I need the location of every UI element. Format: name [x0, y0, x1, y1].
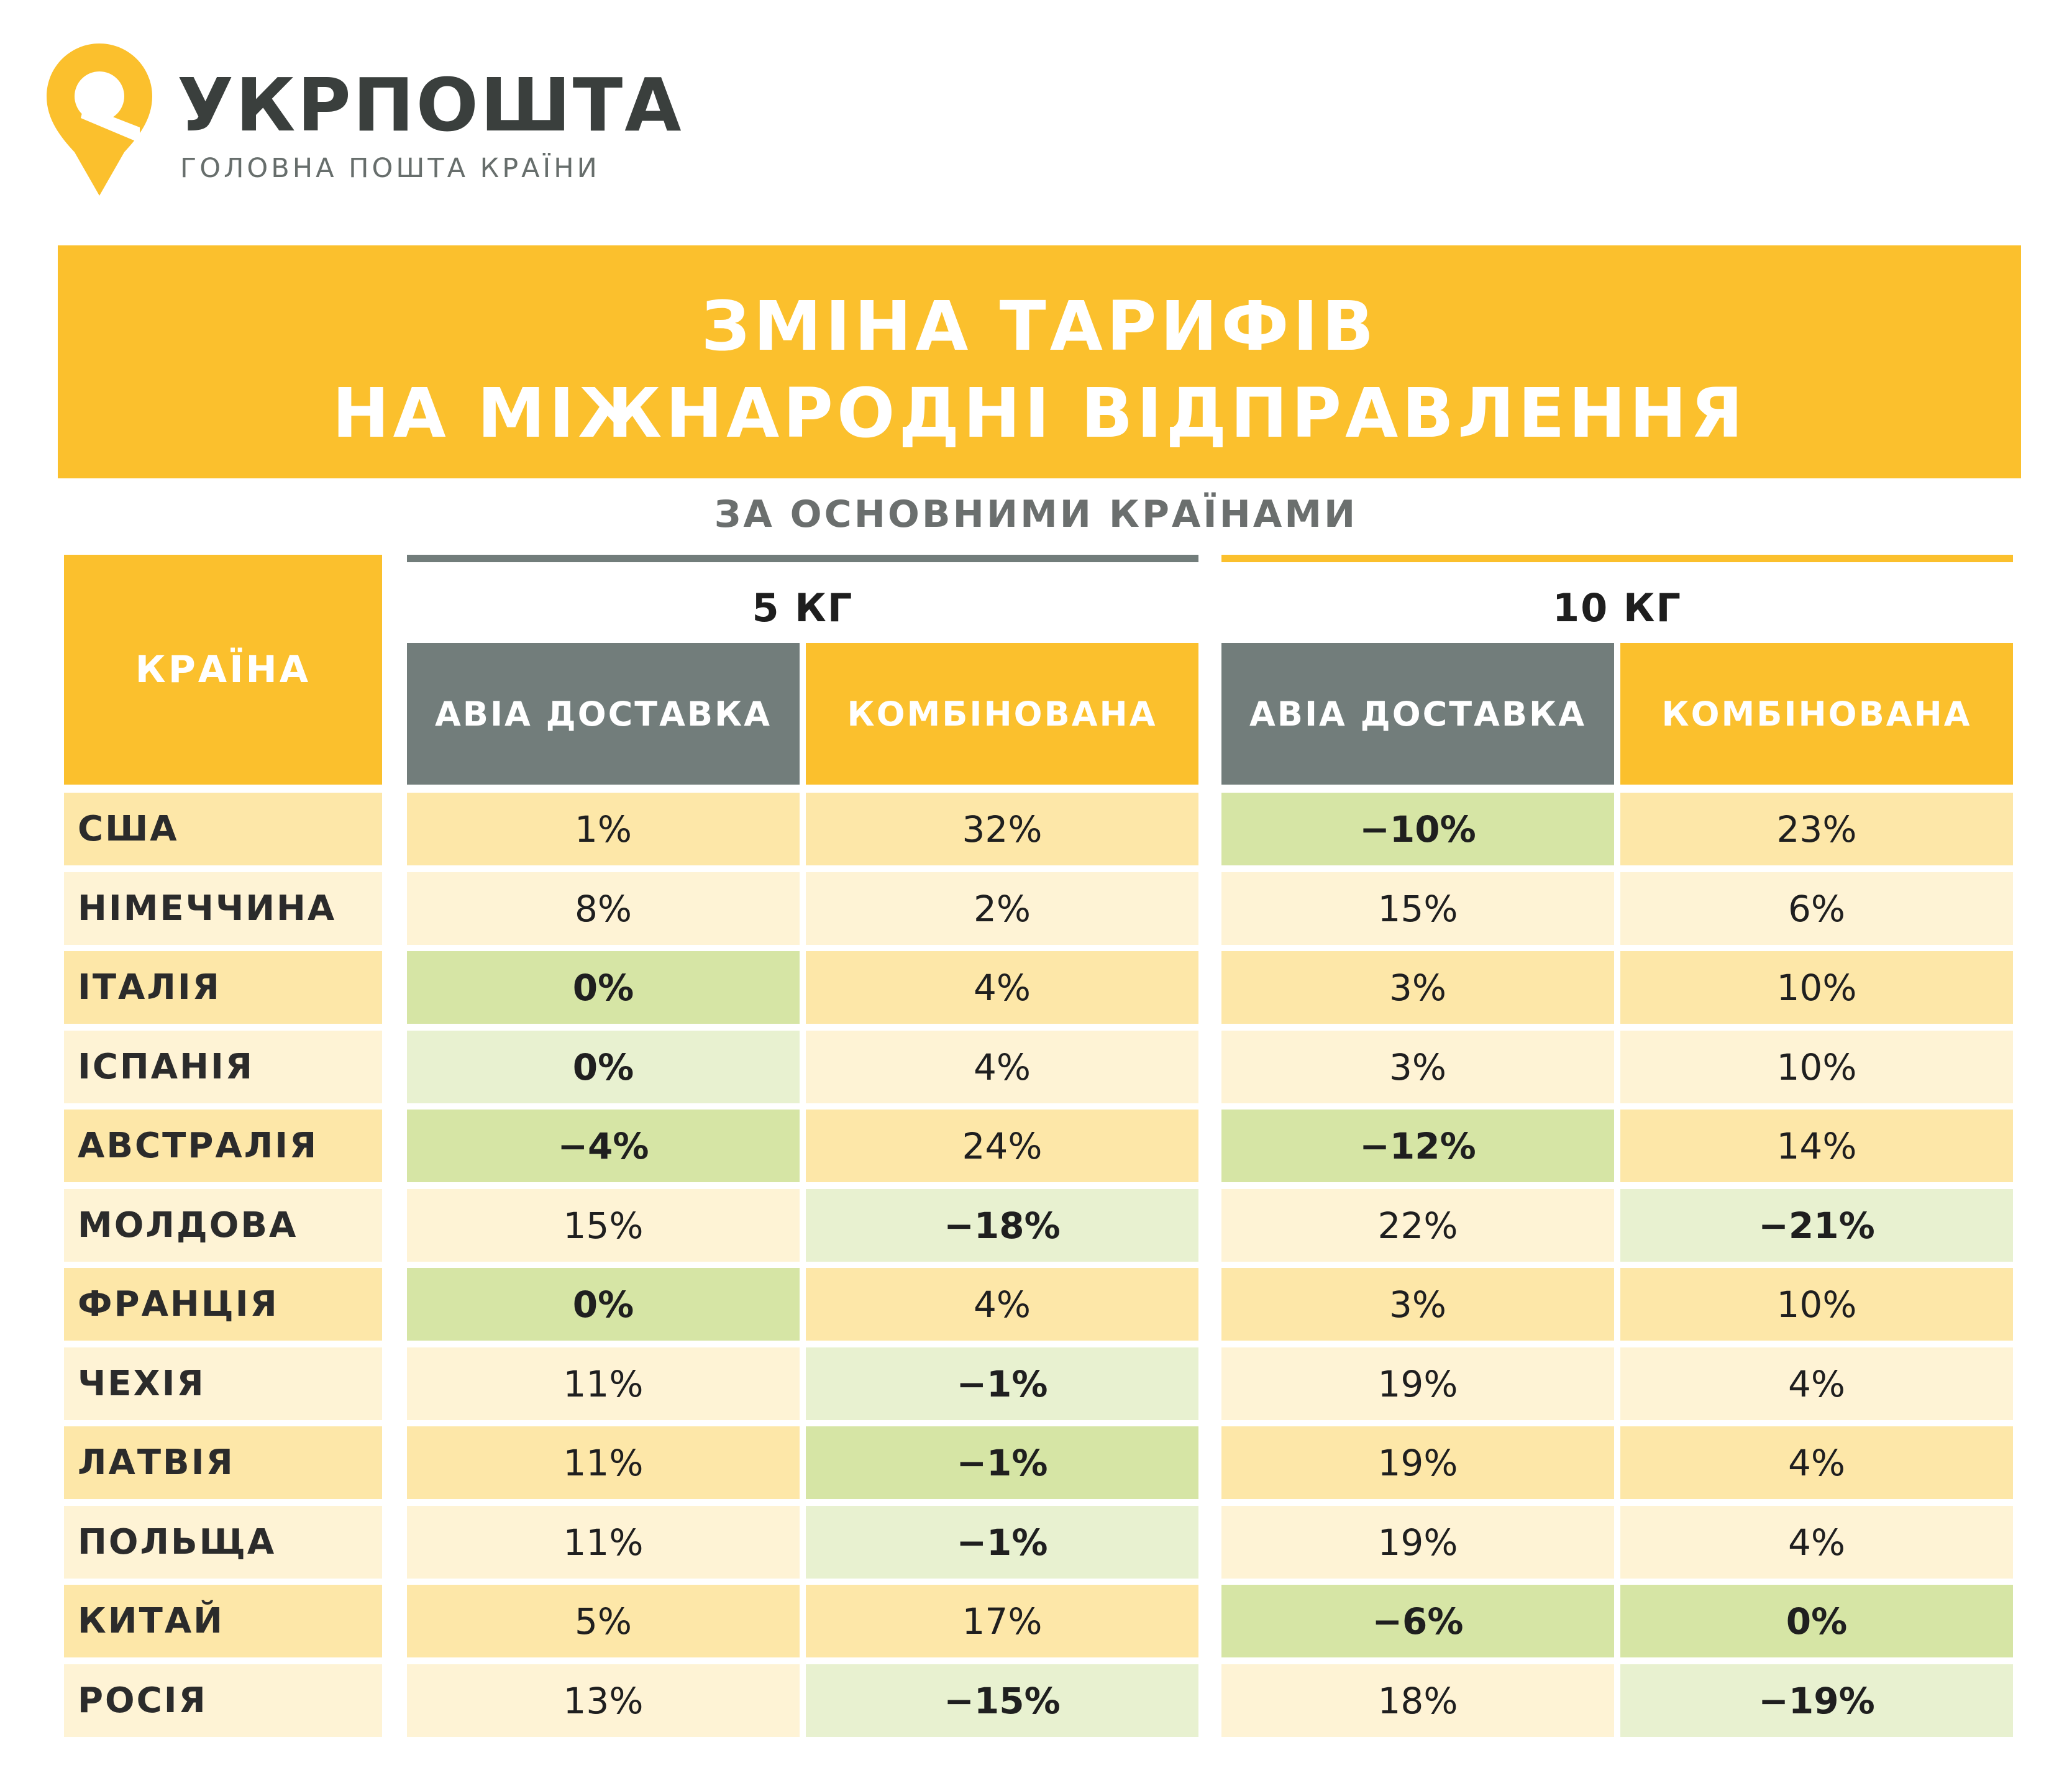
value-cell: −1%	[806, 1426, 1198, 1499]
group-bar-0	[407, 555, 1198, 562]
value-cell: 19%	[1221, 1426, 1614, 1499]
value-cell: 15%	[1221, 872, 1614, 945]
value-cell: −18%	[806, 1189, 1198, 1262]
country-cell: ЛАТВІЯ	[64, 1426, 382, 1499]
country-cell: США	[64, 793, 382, 865]
value-cell: 3%	[1221, 1031, 1614, 1103]
value-cell: −6%	[1221, 1585, 1614, 1657]
page-title-line-2: НА МІЖНАРОДНІ ВІДПРАВЛЕННЯ	[332, 373, 1747, 453]
value-cell: 22%	[1221, 1189, 1614, 1262]
column-header-0: АВІА ДОСТАВКА	[407, 643, 800, 785]
value-cell: −15%	[806, 1664, 1198, 1737]
country-cell: ІСПАНІЯ	[64, 1031, 382, 1103]
column-header-3: КОМБІНОВАНА	[1620, 643, 2013, 785]
brand-slogan: ГОЛОВНА ПОШТА КРАЇНИ	[180, 153, 600, 184]
value-cell: 1%	[407, 793, 800, 865]
brand-name: УКРПОШТА	[177, 62, 683, 148]
value-cell: 4%	[1620, 1347, 2013, 1420]
country-cell: КИТАЙ	[64, 1585, 382, 1657]
value-cell: 5%	[407, 1585, 800, 1657]
country-cell: ФРАНЦІЯ	[64, 1268, 382, 1341]
country-cell: НІМЕЧЧИНА	[64, 872, 382, 945]
value-cell: −21%	[1620, 1189, 2013, 1262]
page-title-line-1: ЗМІНА ТАРИФІВ	[701, 286, 1378, 366]
value-cell: 15%	[407, 1189, 800, 1262]
value-cell: 17%	[806, 1585, 1198, 1657]
value-cell: 4%	[1620, 1426, 2013, 1499]
value-cell: 4%	[806, 1268, 1198, 1341]
value-cell: 32%	[806, 793, 1198, 865]
value-cell: 19%	[1221, 1347, 1614, 1420]
value-cell: 19%	[1221, 1506, 1614, 1579]
group-bar-1	[1221, 555, 2013, 562]
value-cell: 10%	[1620, 1268, 2013, 1341]
value-cell: 23%	[1620, 793, 2013, 865]
value-cell: 6%	[1620, 872, 2013, 945]
value-cell: 4%	[1620, 1506, 2013, 1579]
value-cell: 24%	[806, 1110, 1198, 1182]
title-banner: ЗМІНА ТАРИФІВ НА МІЖНАРОДНІ ВІДПРАВЛЕННЯ	[58, 245, 2021, 478]
group-label-1: 10 КГ	[1552, 585, 1682, 631]
ukrposhta-logo: УКРПОШТА ГОЛОВНА ПОШТА КРАЇНИ	[47, 43, 682, 199]
value-cell: 3%	[1221, 951, 1614, 1024]
value-cell: −19%	[1620, 1664, 2013, 1737]
value-cell: 0%	[407, 1268, 800, 1341]
value-cell: 13%	[407, 1664, 800, 1737]
country-cell: МОЛДОВА	[64, 1189, 382, 1262]
value-cell: 4%	[806, 951, 1198, 1024]
country-cell: ПОЛЬЩА	[64, 1506, 382, 1579]
value-cell: 2%	[806, 872, 1198, 945]
value-cell: −1%	[806, 1506, 1198, 1579]
column-header-1: КОМБІНОВАНА	[806, 643, 1198, 785]
value-cell: 10%	[1620, 1031, 2013, 1103]
page-subtitle: ЗА ОСНОВНИМИ КРАЇНАМИ	[714, 493, 1358, 536]
column-header-2: АВІА ДОСТАВКА	[1221, 643, 1614, 785]
value-cell: 0%	[1620, 1585, 2013, 1657]
country-cell: РОСІЯ	[64, 1664, 382, 1737]
value-cell: 11%	[407, 1506, 800, 1579]
value-cell: 11%	[407, 1347, 800, 1420]
value-cell: 14%	[1620, 1110, 2013, 1182]
location-pin-icon	[47, 43, 152, 196]
value-cell: 3%	[1221, 1268, 1614, 1341]
value-cell: −12%	[1221, 1110, 1614, 1182]
country-cell: ЧЕХІЯ	[64, 1347, 382, 1420]
value-cell: 4%	[806, 1031, 1198, 1103]
country-cell: АВСТРАЛІЯ	[64, 1110, 382, 1182]
value-cell: −4%	[407, 1110, 800, 1182]
value-cell: 10%	[1620, 951, 2013, 1024]
value-cell: 11%	[407, 1426, 800, 1499]
group-label-0: 5 КГ	[752, 585, 854, 631]
value-cell: 0%	[407, 1031, 800, 1103]
value-cell: 0%	[407, 951, 800, 1024]
value-cell: 18%	[1221, 1664, 1614, 1737]
country-cell: ІТАЛІЯ	[64, 951, 382, 1024]
country-header: КРАЇНА	[64, 555, 382, 785]
value-cell: −10%	[1221, 793, 1614, 865]
value-cell: 8%	[407, 872, 800, 945]
value-cell: −1%	[806, 1347, 1198, 1420]
